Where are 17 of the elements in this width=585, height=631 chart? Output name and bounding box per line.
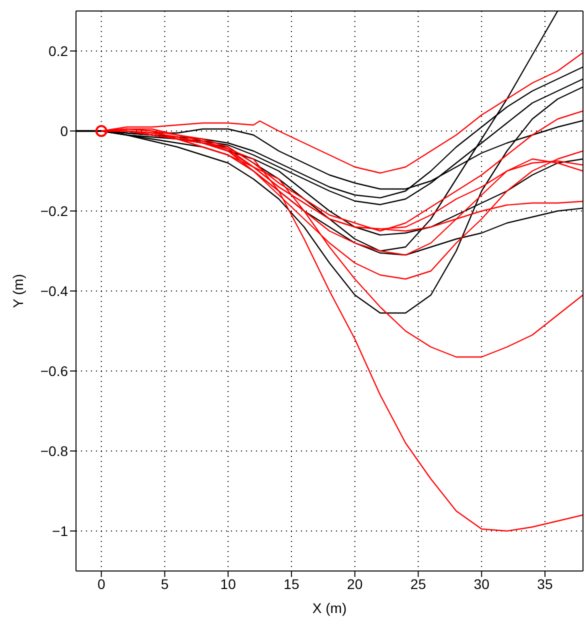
y-tick-label: 0 (60, 122, 68, 139)
y-tick-label: −1 (52, 522, 68, 539)
x-tick-label: 0 (97, 576, 106, 592)
x-tick-label: 25 (410, 576, 426, 592)
x-tick-label: 15 (284, 576, 300, 592)
x-tick-label: 30 (474, 576, 490, 592)
y-axis-title: Y (m) (10, 274, 26, 308)
x-tick-label: 5 (160, 576, 169, 592)
x-axis-title: X (m) (312, 600, 347, 616)
y-tick-label: 0.2 (48, 42, 68, 59)
y-tick-label: −0.2 (40, 202, 68, 219)
y-tick-label: −0.8 (40, 442, 68, 459)
y-tick-label: −0.6 (40, 362, 68, 379)
x-tick-label: 10 (220, 576, 236, 592)
x-tick-label: 35 (537, 576, 553, 592)
y-tick-label: −0.4 (40, 282, 68, 299)
x-tick-label: 20 (347, 576, 363, 592)
